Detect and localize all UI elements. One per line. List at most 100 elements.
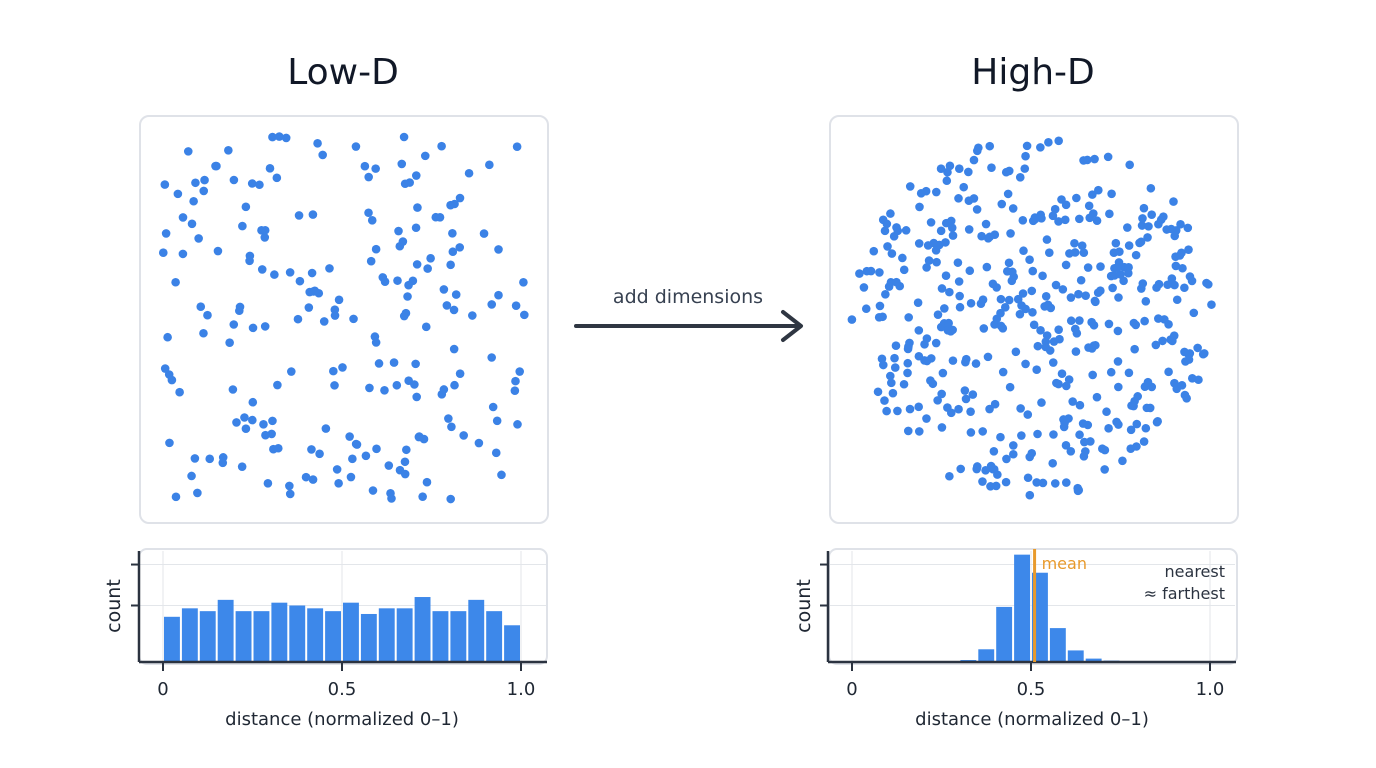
scatter-point bbox=[400, 457, 410, 467]
scatter-point bbox=[1036, 143, 1045, 152]
scatter-point bbox=[899, 379, 909, 389]
scatter-point bbox=[259, 420, 268, 429]
scatter-point bbox=[913, 298, 923, 307]
scatter-point bbox=[237, 462, 247, 471]
scatter-point bbox=[234, 306, 244, 316]
x-tick-label: 0 bbox=[846, 679, 857, 700]
scatter-point bbox=[1170, 280, 1179, 290]
x-tick-label: 0 bbox=[157, 679, 168, 700]
scatter-point bbox=[439, 385, 449, 394]
scatter-point bbox=[1180, 283, 1189, 293]
scatter-point bbox=[1061, 260, 1071, 270]
scatter-point bbox=[1013, 294, 1023, 304]
scatter-point bbox=[937, 284, 947, 293]
scatter-point bbox=[318, 150, 327, 160]
scatter-point bbox=[468, 311, 477, 320]
scatter-point bbox=[873, 387, 883, 397]
scatter-point bbox=[1054, 217, 1063, 226]
scatter-point bbox=[986, 482, 995, 491]
scatter-point bbox=[248, 397, 258, 407]
scatter-point bbox=[224, 145, 233, 155]
scatter-point bbox=[1018, 289, 1028, 298]
scatter-point bbox=[886, 371, 895, 381]
scatter-point bbox=[187, 219, 197, 229]
scatter-point bbox=[183, 147, 193, 156]
scatter-point bbox=[1092, 216, 1102, 226]
scatter-point bbox=[1002, 454, 1011, 464]
low-d-title: Low-D bbox=[287, 52, 399, 93]
scatter-point bbox=[257, 226, 266, 235]
scatter-point bbox=[426, 253, 435, 263]
scatter-point bbox=[936, 226, 946, 236]
scatter-point bbox=[1100, 445, 1110, 455]
scatter-point bbox=[946, 216, 956, 226]
scatter-point bbox=[1081, 447, 1090, 456]
scatter-point bbox=[411, 223, 421, 233]
scatter-point bbox=[922, 414, 931, 423]
scatter-point bbox=[364, 208, 373, 218]
scatter-point bbox=[997, 199, 1007, 209]
scatter-point bbox=[365, 383, 374, 393]
scatter-point bbox=[893, 406, 902, 416]
scatter-point bbox=[294, 211, 304, 220]
scatter-point bbox=[1182, 393, 1191, 403]
scatter-point bbox=[880, 396, 889, 405]
scatter-point bbox=[996, 308, 1005, 318]
scatter-point bbox=[1089, 320, 1099, 330]
scatter-point bbox=[410, 380, 419, 389]
scatter-point bbox=[931, 338, 941, 348]
scatter-point bbox=[448, 229, 457, 238]
scatter-point bbox=[903, 368, 912, 378]
scatter-point bbox=[1105, 209, 1114, 219]
scatter-point bbox=[285, 481, 294, 491]
scatter-point bbox=[1001, 167, 1011, 177]
scatter-point bbox=[1114, 293, 1123, 302]
scatter-point bbox=[1124, 241, 1134, 250]
scatter-point bbox=[411, 359, 420, 369]
scatter-point bbox=[954, 194, 963, 203]
scatter-point bbox=[891, 341, 901, 351]
scatter-point bbox=[1112, 263, 1122, 273]
scatter-point bbox=[1060, 418, 1069, 428]
scatter-point bbox=[1106, 367, 1116, 377]
scatter-point bbox=[423, 264, 432, 273]
scatter-point bbox=[1088, 370, 1097, 380]
x-tick-label: 0.5 bbox=[1017, 679, 1046, 700]
scatter-point bbox=[1167, 274, 1177, 283]
scatter-point bbox=[955, 302, 965, 312]
scatter-point bbox=[933, 396, 942, 405]
scatter-point bbox=[1038, 478, 1048, 488]
scatter-point bbox=[229, 175, 239, 185]
scatter-point bbox=[1124, 368, 1134, 378]
scatter-point bbox=[1072, 193, 1081, 203]
scatter-point bbox=[488, 402, 498, 412]
scatter-point bbox=[1022, 141, 1032, 151]
scatter-point bbox=[1169, 197, 1178, 206]
high-d-scatter bbox=[847, 136, 1216, 500]
scatter-point bbox=[304, 303, 314, 312]
scatter-point bbox=[905, 182, 915, 191]
histogram-bar bbox=[164, 616, 180, 662]
scatter-point bbox=[985, 232, 995, 242]
scatter-point bbox=[371, 164, 380, 173]
scatter-point bbox=[1144, 222, 1153, 231]
histogram-bar bbox=[343, 602, 359, 662]
scatter-point bbox=[412, 392, 421, 402]
scatter-point bbox=[977, 231, 986, 241]
scatter-point bbox=[1036, 326, 1045, 335]
scatter-point bbox=[981, 219, 991, 229]
scatter-point bbox=[494, 245, 503, 254]
scatter-point bbox=[1177, 248, 1186, 258]
scatter-point bbox=[887, 378, 896, 388]
scatter-point bbox=[1154, 279, 1164, 289]
scatter-point bbox=[519, 277, 528, 287]
scatter-point bbox=[976, 299, 986, 308]
scatter-point bbox=[240, 413, 249, 422]
right-ylabel: count bbox=[793, 579, 815, 633]
scatter-point bbox=[914, 239, 924, 248]
scatter-point bbox=[1139, 203, 1149, 213]
scatter-point bbox=[979, 324, 989, 333]
scatter-point bbox=[926, 376, 935, 385]
scatter-point bbox=[1073, 483, 1082, 493]
scatter-point bbox=[203, 310, 212, 320]
